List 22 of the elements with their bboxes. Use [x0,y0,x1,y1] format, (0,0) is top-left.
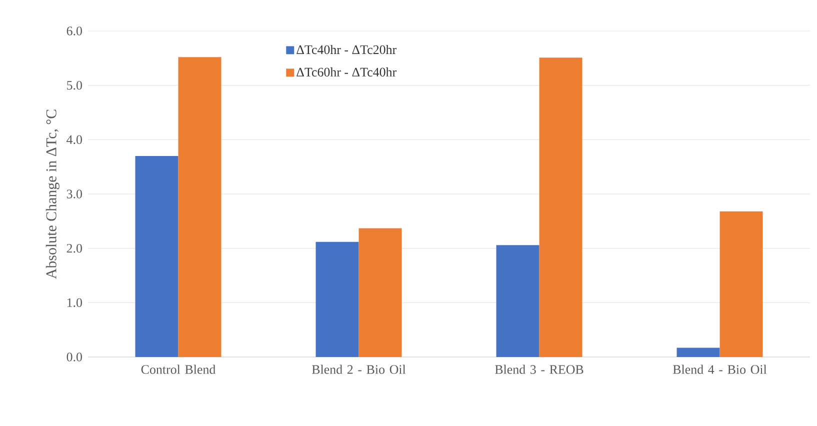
legend-label: ΔTc60hr - ΔTc40hr [296,67,396,77]
y-tick-label: 1.0 [67,298,82,308]
y-tick-label: 5.0 [67,80,82,90]
x-tick-label: Control Blend [141,364,216,374]
x-tick-label: Blend 4 - Bio Oil [673,364,767,374]
y-tick-label: 6.0 [66,26,82,36]
x-tick-label: Blend 3 - REOB [495,364,584,374]
legend-label: ΔTc40hr - ΔTc20hr [296,44,396,54]
bar [539,58,582,357]
y-tick-label: 3.0 [66,190,82,198]
bar [676,348,720,357]
x-tick-label: Blend 2 - Bio Oil [312,364,406,374]
bar [135,156,178,357]
y-axis-title: Absolute Change in ΔTc, °C [46,110,60,279]
bar [496,245,540,357]
y-tick-label: 2.0 [66,244,82,253]
bar [358,228,402,357]
bar [178,57,222,357]
bar [316,242,359,357]
bar [720,211,763,357]
y-tick-label: 4.0 [66,135,82,144]
y-tick-label: 0.0 [66,352,82,362]
